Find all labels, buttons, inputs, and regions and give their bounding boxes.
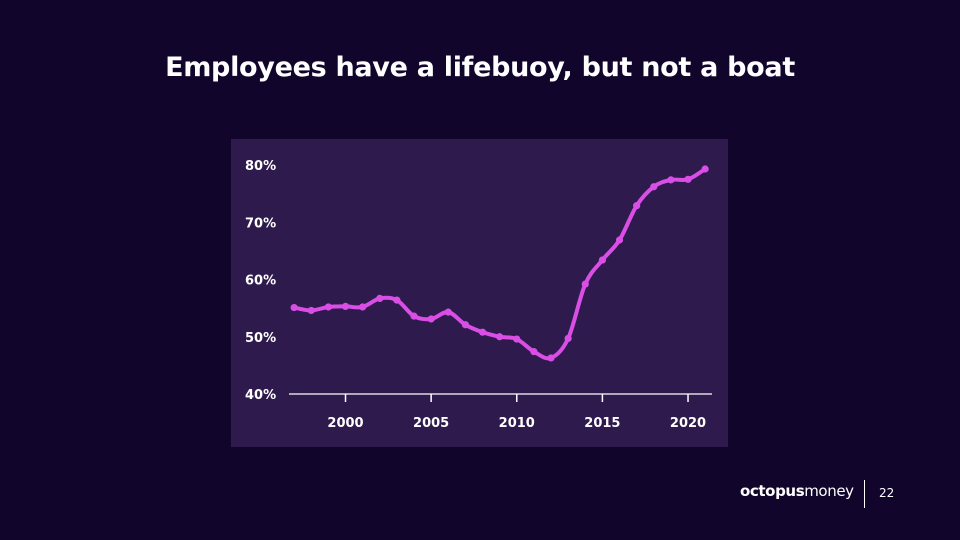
data-point bbox=[410, 312, 418, 320]
data-point bbox=[667, 176, 675, 184]
data-point bbox=[324, 303, 332, 311]
y-tick-label: 60% bbox=[245, 274, 276, 289]
data-point bbox=[650, 183, 658, 191]
data-point bbox=[564, 334, 572, 343]
data-point bbox=[701, 165, 709, 173]
data-point bbox=[427, 315, 435, 323]
data-point bbox=[341, 302, 350, 311]
x-tick-label: 2005 bbox=[413, 416, 449, 431]
octopus-money-logo: octopusmoney bbox=[740, 482, 854, 500]
axes bbox=[289, 393, 712, 402]
data-point bbox=[290, 303, 298, 312]
line-chart: 2000 2005 2010 2015 2020 40% 50% 60% 70% 80% bbox=[245, 159, 712, 431]
x-tick-label: 2000 bbox=[327, 416, 363, 431]
x-tick-label: 2015 bbox=[584, 416, 620, 431]
y-tick-label: 70% bbox=[245, 216, 276, 231]
logo-bold-text: octopus bbox=[740, 482, 805, 500]
data-point bbox=[530, 348, 538, 356]
data-point bbox=[684, 175, 692, 183]
data-point bbox=[581, 280, 589, 288]
logo-regular-text: money bbox=[804, 482, 854, 500]
x-tick-label: 2010 bbox=[499, 416, 535, 431]
page-number: 22 bbox=[879, 486, 895, 500]
y-tick-label: 50% bbox=[245, 331, 276, 346]
data-point bbox=[444, 308, 452, 316]
data-point bbox=[461, 321, 469, 329]
data-point bbox=[513, 335, 521, 343]
slide-title: Employees have a lifebuoy, but not a boa… bbox=[165, 52, 795, 83]
series-line bbox=[292, 167, 708, 361]
tick-labels: 2000 2005 2010 2015 2020 40% 50% 60% 70% 80% bbox=[245, 159, 706, 431]
footer-divider bbox=[864, 480, 865, 508]
y-tick-label: 40% bbox=[245, 388, 276, 403]
data-point bbox=[478, 328, 487, 336]
data-point bbox=[547, 354, 555, 362]
data-point bbox=[393, 296, 401, 304]
data-point bbox=[307, 306, 315, 315]
series-layer bbox=[290, 165, 709, 362]
y-tick-label: 80% bbox=[245, 159, 276, 174]
data-point bbox=[359, 303, 367, 311]
x-tick-label: 2020 bbox=[670, 416, 706, 431]
data-point bbox=[496, 333, 504, 341]
data-point bbox=[615, 236, 624, 244]
data-point bbox=[598, 256, 606, 264]
chart-panel: 2000 2005 2010 2015 2020 40% 50% 60% 70% 80% bbox=[231, 139, 728, 447]
data-point bbox=[633, 202, 641, 210]
data-point bbox=[376, 294, 384, 302]
